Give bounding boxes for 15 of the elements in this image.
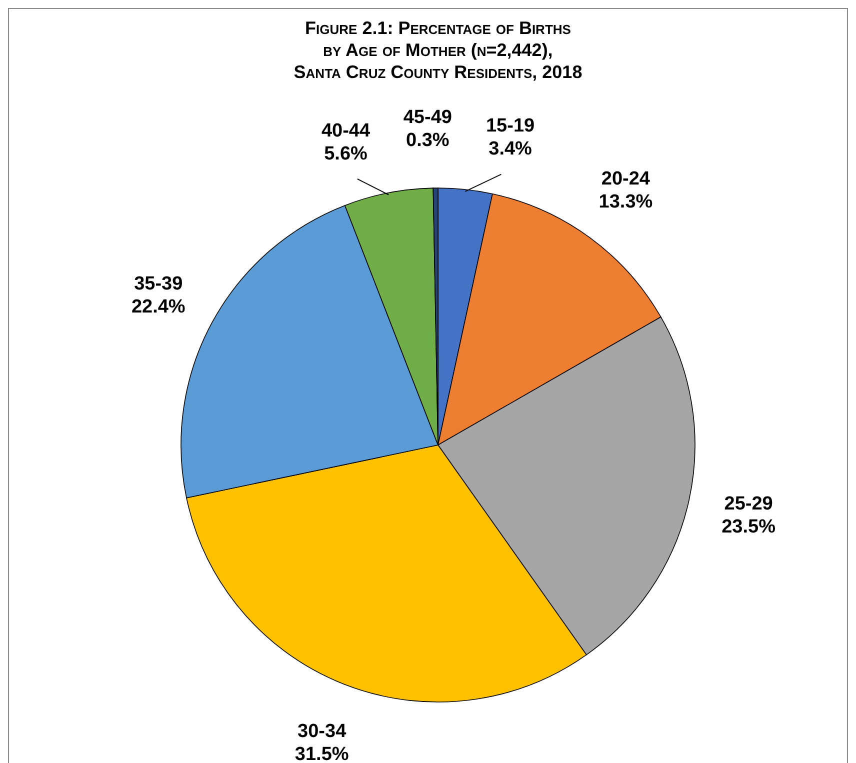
chart-title: Figure 2.1: Percentage of Births by Age of Mother (n=2,442), Santa Cruz County Residents, 2018 — [294, 18, 582, 82]
slice-label: 40-44 — [321, 120, 370, 142]
data-label: 31.5% — [294, 744, 349, 763]
slice-label: 35-39 — [134, 274, 183, 295]
data-label: 3.4% — [488, 138, 532, 160]
slice-label: 15-19 — [486, 115, 535, 136]
data-label: 22.4% — [131, 296, 186, 318]
slice-label: 25-29 — [724, 493, 773, 514]
data-label: 13.3% — [598, 191, 653, 212]
slice-label: 20-24 — [601, 168, 650, 190]
data-label: 23.5% — [722, 516, 776, 538]
slice-label: 30-34 — [298, 721, 347, 742]
slice-label: 45-49 — [403, 107, 452, 128]
data-label: 0.3% — [406, 130, 450, 152]
data-label: 5.6% — [324, 144, 368, 165]
